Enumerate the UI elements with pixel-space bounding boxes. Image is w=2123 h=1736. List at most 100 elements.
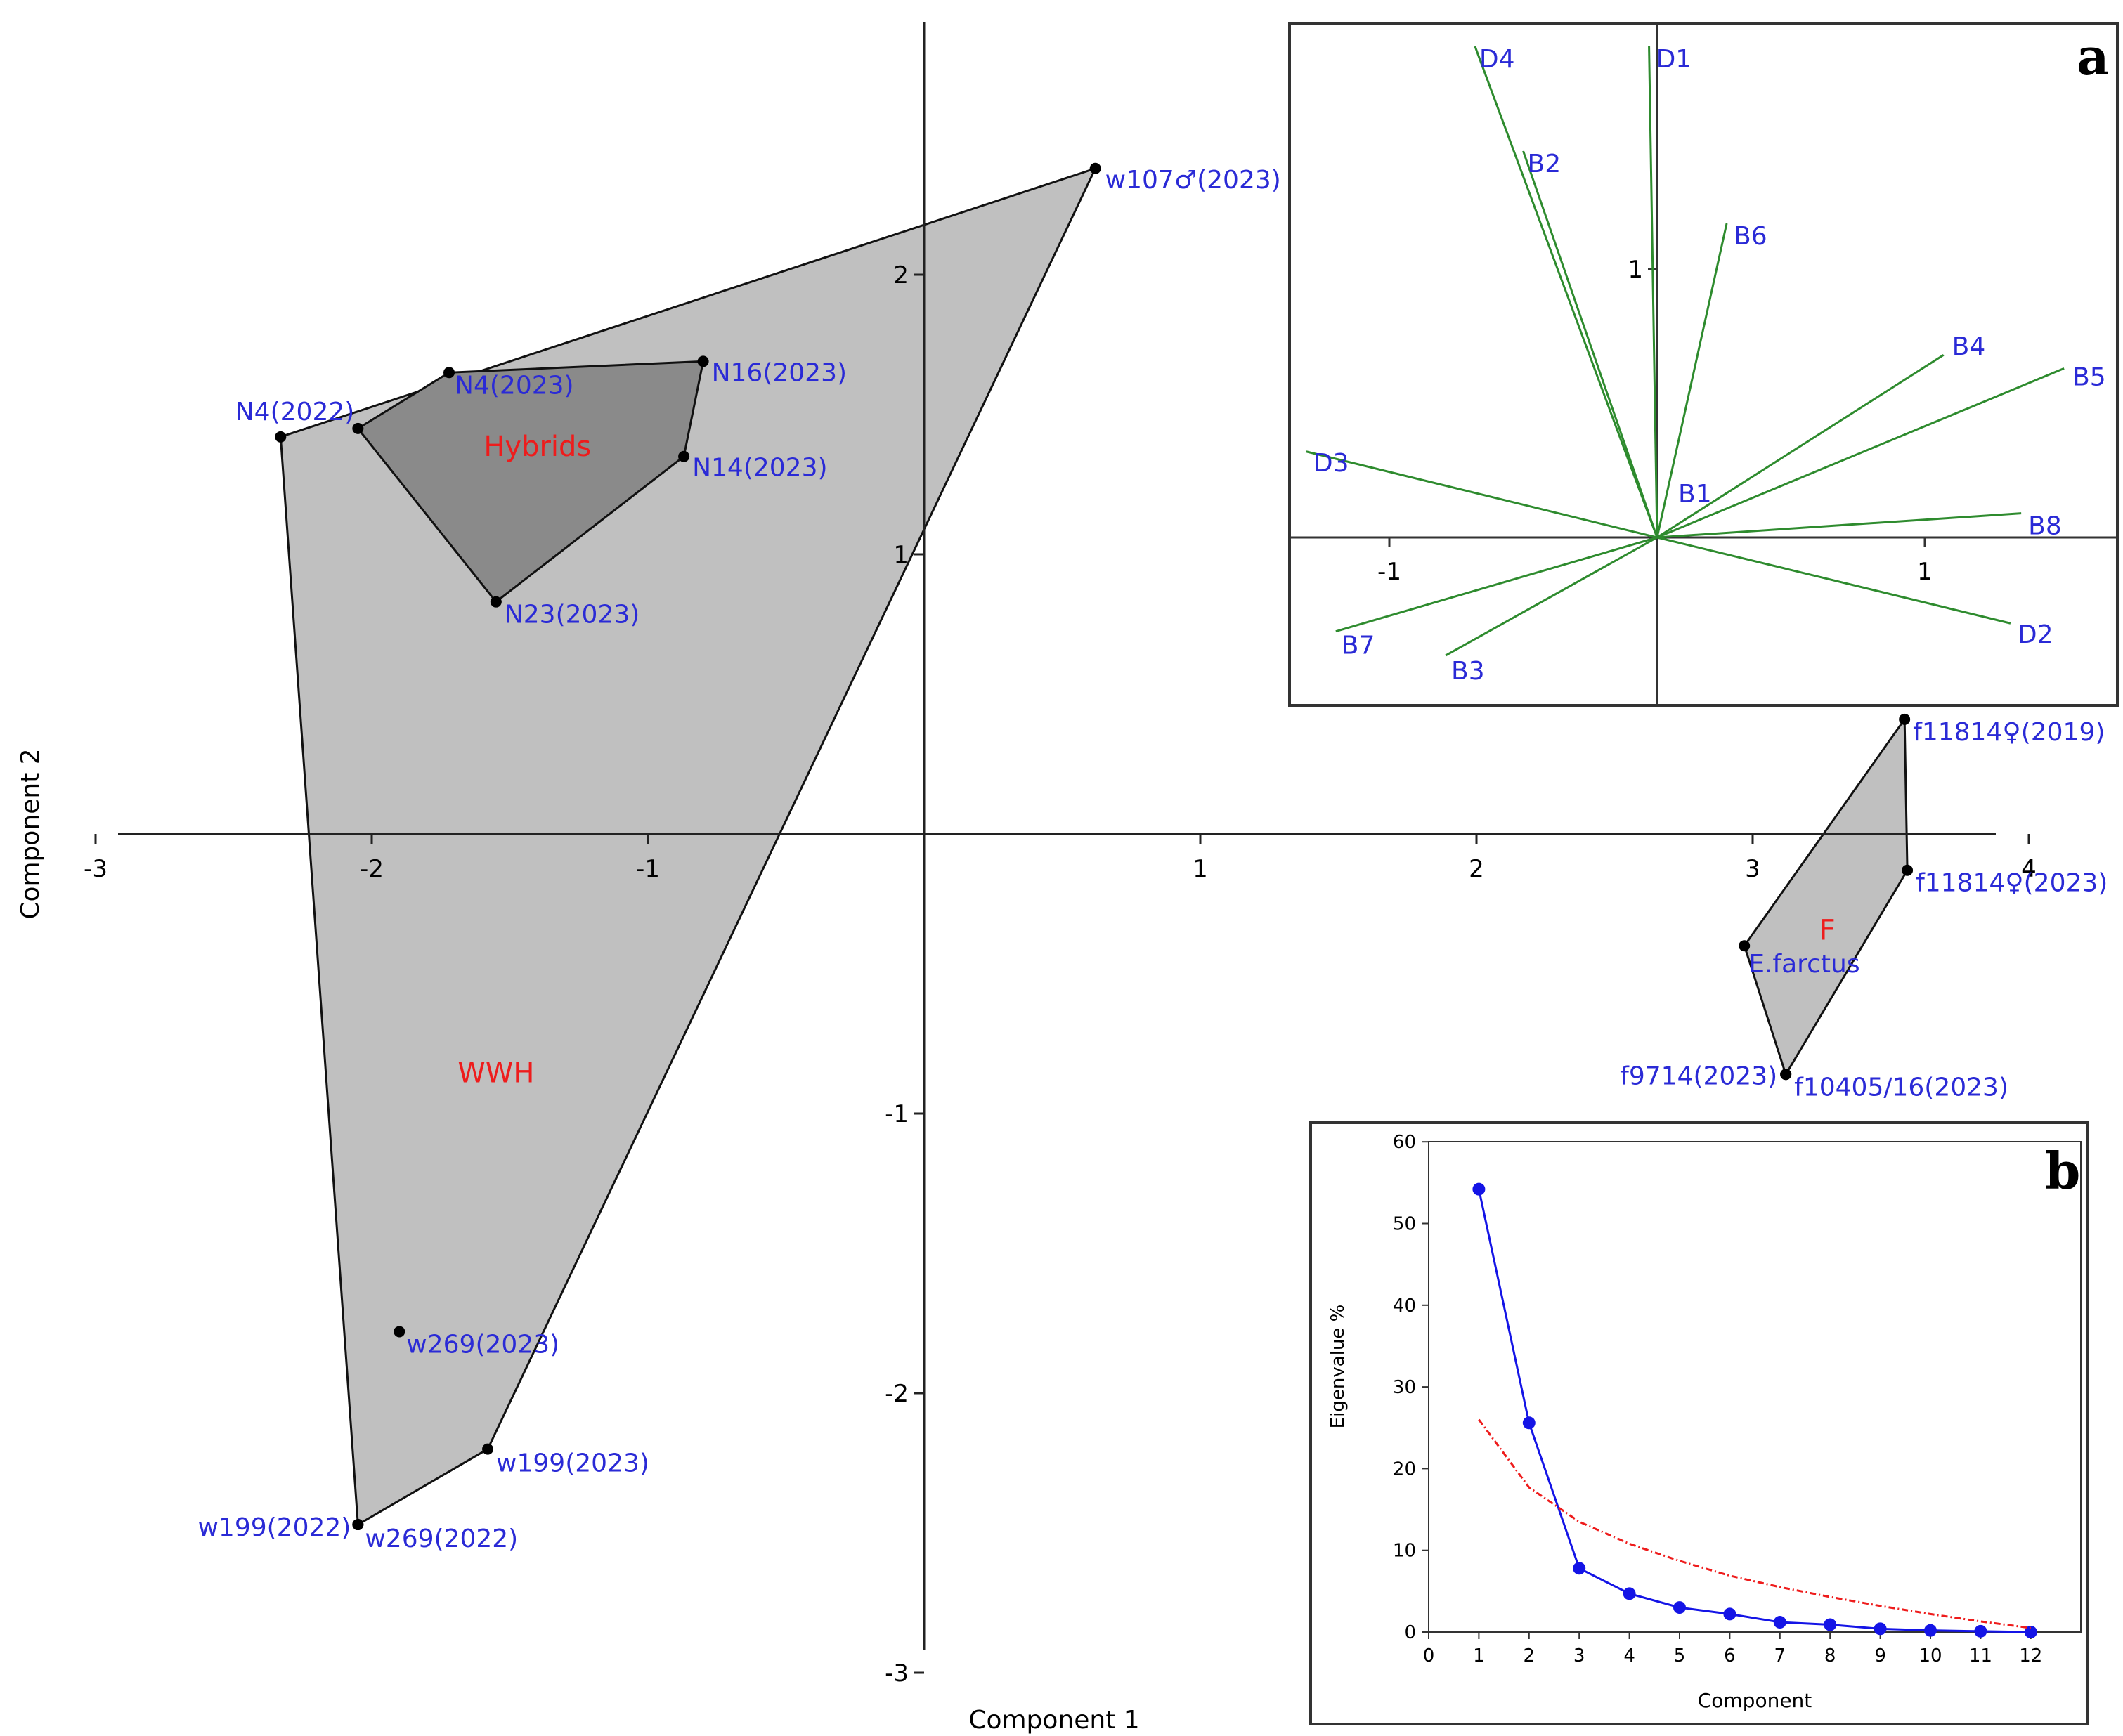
series-line-eigenvalue bbox=[1477, 1189, 2031, 1633]
inset-b-x-tick-label: 11 bbox=[1969, 1645, 1992, 1666]
series-point-eigenvalue bbox=[1773, 1616, 1786, 1629]
x-tick-label: 3 bbox=[1745, 855, 1760, 883]
x-tick-label: 1 bbox=[1193, 855, 1208, 883]
point-marker-w269-2022 bbox=[352, 1519, 364, 1531]
inset-b-panel-label: b bbox=[2045, 1141, 2080, 1201]
inset-b-y-tick-label: 20 bbox=[1393, 1458, 1416, 1480]
y-tick-label: 2 bbox=[893, 261, 909, 289]
series-point-eigenvalue bbox=[1472, 1182, 1486, 1196]
inset-b-x-tick-label: 10 bbox=[1919, 1645, 1942, 1666]
loading-label-b1: B1 bbox=[1678, 480, 1712, 509]
point-label-w269-2022: w269(2022) bbox=[365, 1525, 518, 1553]
loadings-biplot-inset: -1 1 1 D4 D1 B2 B6 B4 B5 D3 B1 B8 D2 B7 B3 a bbox=[1288, 22, 2119, 707]
point-label-f11814-2019: f11814♀(2019) bbox=[1913, 718, 2105, 747]
point-marker-f11814-2019 bbox=[1899, 713, 1911, 725]
inset-b-x-tick-label: 12 bbox=[2019, 1645, 2042, 1666]
point-label-w107-2023: w107♂(2023) bbox=[1105, 166, 1281, 195]
loading-label-d4: D4 bbox=[1479, 45, 1515, 74]
inset-b-y-tick-label: 50 bbox=[1393, 1214, 1416, 1235]
loading-vector-b3 bbox=[1445, 536, 1658, 657]
loading-label-d2: D2 bbox=[2018, 620, 2053, 649]
loading-vector-b4 bbox=[1656, 353, 1945, 539]
inset-b-frame bbox=[1309, 1121, 2089, 1725]
point-label-e-farctus: E.farctus bbox=[1748, 950, 1859, 979]
y-tick-label: -2 bbox=[885, 1380, 909, 1408]
point-label-n14-2023: N14(2023) bbox=[692, 454, 827, 483]
loading-label-d3: D3 bbox=[1313, 449, 1349, 478]
y-tick-label: -3 bbox=[885, 1659, 909, 1688]
loading-vector-b6 bbox=[1656, 223, 1728, 538]
inset-b-y-tick-label: 0 bbox=[1404, 1622, 1416, 1643]
inset-b-x-tick-label: 4 bbox=[1623, 1645, 1635, 1666]
loading-label-b4: B4 bbox=[1952, 332, 1986, 361]
loading-label-b7: B7 bbox=[1342, 632, 1375, 660]
inset-b-x-tick-label: 0 bbox=[1423, 1645, 1435, 1666]
x-tick-label: -2 bbox=[360, 855, 384, 883]
point-label-f10405-16-2023: f10405/16(2023) bbox=[1794, 1073, 2008, 1102]
series-point-eigenvalue bbox=[1673, 1601, 1686, 1614]
inset-b-x-axis-label: Component bbox=[1698, 1689, 1812, 1712]
inset-b-x-tick-label: 7 bbox=[1774, 1645, 1786, 1666]
point-label-w269-2023: w269(2023) bbox=[406, 1330, 559, 1359]
inset-b-y-tick-label: 40 bbox=[1393, 1296, 1416, 1317]
point-label-n23-2023: N23(2023) bbox=[505, 601, 640, 629]
inset-b-y-tick-label: 10 bbox=[1393, 1541, 1416, 1562]
inset-a-y-tick-label: 1 bbox=[1628, 256, 1643, 284]
loading-label-b6: B6 bbox=[1734, 222, 1767, 251]
hull-hybrids bbox=[356, 360, 705, 603]
loading-vector-d1 bbox=[1648, 46, 1658, 538]
series-point-eigenvalue bbox=[1874, 1622, 1887, 1636]
point-label-f9714-2023: f9714(2023) bbox=[1620, 1062, 1777, 1090]
x-tick-label: -1 bbox=[636, 855, 660, 883]
point-marker-f10405-16-2023 bbox=[1780, 1069, 1792, 1081]
point-marker-n4-2022 bbox=[275, 431, 287, 443]
point-marker-w199-2023 bbox=[482, 1443, 494, 1455]
loading-vector-b7 bbox=[1335, 536, 1658, 633]
y-tick-label: 1 bbox=[893, 541, 909, 569]
series-point-eigenvalue bbox=[1573, 1562, 1586, 1575]
group-label-wwh: WWH bbox=[457, 1057, 534, 1089]
inset-b-x-tick-label: 5 bbox=[1674, 1645, 1686, 1666]
loading-vector-b5 bbox=[1656, 367, 2065, 539]
inset-b-x-tick-label: 8 bbox=[1824, 1645, 1836, 1666]
inset-b-x-tick-label: 2 bbox=[1524, 1645, 1536, 1666]
inset-b-y-tick-label: 30 bbox=[1393, 1377, 1416, 1398]
point-marker-n14-2023 bbox=[678, 450, 690, 462]
loading-vector-b2 bbox=[1522, 150, 1658, 538]
point-marker-n23-2023 bbox=[490, 596, 502, 608]
x-tick-label: -3 bbox=[84, 855, 108, 883]
x-tick-label: 2 bbox=[1469, 855, 1484, 883]
series-point-eigenvalue bbox=[1522, 1416, 1536, 1430]
series-point-eigenvalue bbox=[1974, 1624, 1987, 1638]
point-marker-w269-2023 bbox=[394, 1326, 405, 1338]
inset-a-frame bbox=[1288, 22, 2119, 707]
series-point-eigenvalue bbox=[1723, 1607, 1736, 1621]
point-label-f11814-2023: f11814♀(2023) bbox=[1916, 869, 2108, 898]
series-point-eigenvalue bbox=[1824, 1618, 1837, 1631]
main-y-axis-label: Component 2 bbox=[16, 748, 45, 919]
loading-vector-d4 bbox=[1474, 46, 1658, 538]
loading-label-b8: B8 bbox=[2028, 512, 2062, 541]
inset-b-y-axis-label: Eigenvalue % bbox=[1327, 1305, 1349, 1429]
y-tick-label: -1 bbox=[885, 1100, 909, 1128]
inset-a-panel-label: a bbox=[2077, 27, 2110, 86]
inset-b-x-tick-label: 3 bbox=[1573, 1645, 1585, 1666]
point-marker-n16-2023 bbox=[697, 355, 709, 367]
point-label-w199-2023: w199(2023) bbox=[496, 1449, 649, 1478]
point-marker-w107-2023 bbox=[1089, 162, 1101, 174]
group-label-hybrids: Hybrids bbox=[483, 431, 591, 463]
loading-label-b2: B2 bbox=[1528, 150, 1562, 178]
loading-label-d1: D1 bbox=[1656, 45, 1692, 74]
point-marker-e-farctus bbox=[1739, 940, 1751, 952]
loading-vector-d3 bbox=[1306, 450, 1658, 539]
point-label-n4-2023: N4(2023) bbox=[455, 371, 574, 400]
point-label-n16-2023: N16(2023) bbox=[712, 358, 847, 387]
loading-label-b5: B5 bbox=[2072, 363, 2106, 391]
group-label-f: F bbox=[1819, 914, 1836, 946]
loading-label-b3: B3 bbox=[1451, 657, 1485, 686]
inset-b-x-tick-label: 1 bbox=[1473, 1645, 1485, 1666]
series-point-eigenvalue bbox=[1623, 1587, 1636, 1600]
